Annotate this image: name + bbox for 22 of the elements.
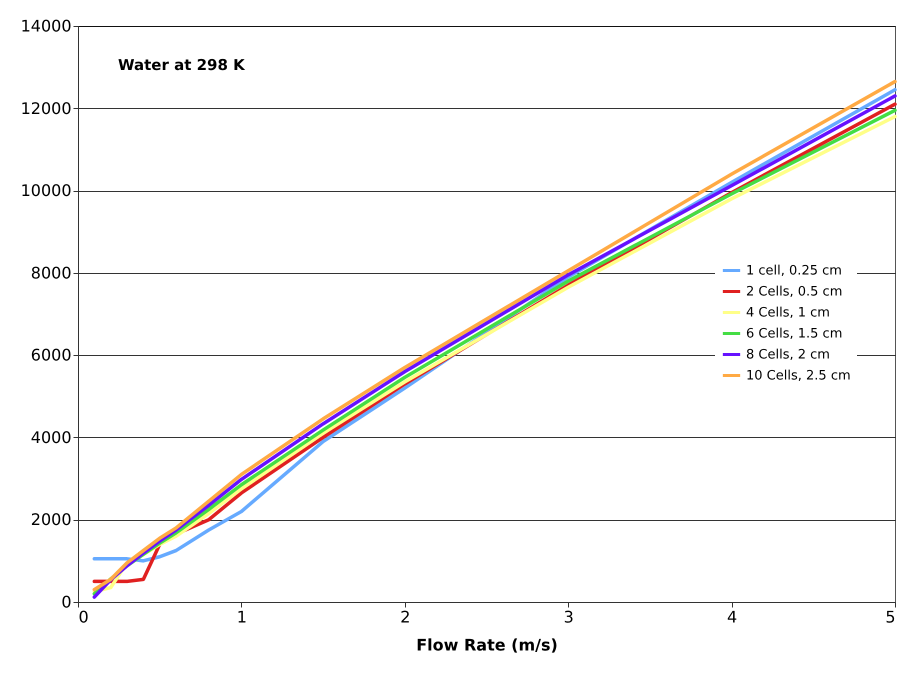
y-tick-label: 6000 — [30, 346, 72, 365]
y-tick-label: 8000 — [30, 263, 72, 282]
x-tick-label: 4 — [727, 608, 738, 626]
y-tick-label: 14000 — [20, 16, 72, 36]
legend-label: 8 Cells, 2 cm — [746, 348, 830, 362]
annotation: Water at 298 K — [118, 56, 246, 74]
x-tick-label: 3 — [564, 608, 574, 626]
x-axis-title: Flow Rate (m/s) — [416, 636, 558, 654]
y-tick-label: 4000 — [30, 428, 72, 447]
legend-label: 1 cell, 0.25 cm — [746, 264, 842, 278]
y-tick-label: 10000 — [20, 181, 72, 200]
y-tick-label: 0 — [61, 592, 72, 612]
x-tick-label: 2 — [400, 608, 410, 626]
x-tick-label: 0 — [78, 608, 89, 626]
y-tick-label: 2000 — [30, 510, 72, 530]
legend-label: 10 Cells, 2.5 cm — [746, 368, 851, 384]
x-tick-label: 5 — [885, 608, 896, 626]
y-tick-label: 12000 — [20, 98, 72, 118]
legend-label: 6 Cells, 1.5 cm — [746, 326, 842, 342]
legend-label: 4 Cells, 1 cm — [746, 306, 830, 320]
x-tick-label: 1 — [236, 608, 247, 626]
legend-label: 2 Cells, 0.5 cm — [746, 284, 842, 300]
